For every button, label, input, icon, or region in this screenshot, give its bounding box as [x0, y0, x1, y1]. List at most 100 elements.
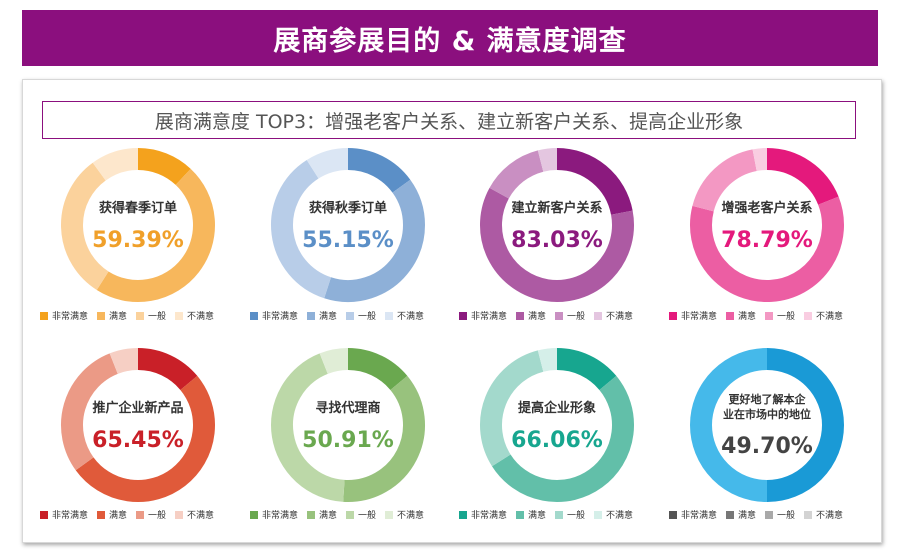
ring-title: 提高企业形象: [518, 400, 596, 416]
legend-swatch: [385, 510, 394, 519]
legend-label: 一般: [358, 312, 377, 322]
donut-segment-4: [752, 148, 768, 172]
donut-segment-3: [61, 353, 119, 471]
legend-swatch: [346, 510, 355, 519]
legend-item: 不满意: [385, 508, 424, 521]
legend-item: 一般: [555, 508, 585, 521]
legend-swatch: [307, 510, 316, 519]
legend-item: 非常满意: [40, 309, 88, 322]
donut-segment-3: [692, 149, 758, 212]
donut-segment-2: [343, 375, 425, 502]
legend-2: 非常满意 满意 一般 不满意: [250, 309, 424, 322]
legend-label: 满意: [109, 511, 128, 521]
donut-segment-1: [347, 348, 408, 391]
legend-swatch: [555, 311, 564, 320]
legend-7: 非常满意 满意 一般 不满意: [459, 508, 633, 521]
legend-item: 非常满意: [250, 508, 298, 521]
legend-item: 不满意: [594, 508, 633, 521]
legend-label: 非常满意: [681, 511, 718, 521]
ring-value: 83.03%: [511, 228, 603, 253]
legend-item: 不满意: [385, 309, 424, 322]
legend-label: 满意: [738, 312, 757, 322]
legend-item: 非常满意: [459, 309, 507, 322]
donut-segment-4: [306, 148, 349, 179]
legend-label: 一般: [148, 312, 167, 322]
ring-value: 49.70%: [721, 434, 813, 459]
legend-label: 满意: [319, 511, 338, 521]
legend-label: 不满意: [816, 511, 844, 521]
ring-title: 业在市场中的地位: [723, 407, 811, 421]
legend-label: 一般: [567, 511, 586, 521]
legend-label: 不满意: [606, 312, 634, 322]
legend-item: 满意: [307, 508, 337, 521]
legend-label: 不满意: [816, 312, 844, 322]
legend-5: 非常满意 满意 一般 不满意: [40, 508, 214, 521]
legend-item: 满意: [726, 508, 756, 521]
legend-swatch: [804, 311, 813, 320]
legend-swatch: [516, 510, 525, 519]
legend-item: 满意: [97, 309, 127, 322]
legend-swatch: [669, 510, 677, 519]
legend-label: 非常满意: [471, 312, 508, 322]
legend-item: 一般: [765, 309, 795, 322]
legend-4: 非常满意 满意 一般 不满意: [669, 309, 843, 322]
legend-label: 满意: [319, 312, 338, 322]
legend-swatch: [97, 510, 106, 519]
legend-item: 满意: [516, 309, 546, 322]
legend-item: 非常满意: [40, 508, 88, 521]
legend-swatch: [726, 311, 735, 320]
ring-value: 78.79%: [721, 228, 813, 253]
donut-segment-3: [271, 159, 332, 299]
legend-swatch: [765, 311, 774, 320]
legend-swatch: [555, 510, 564, 519]
legend-swatch: [346, 311, 355, 320]
legend-label: 一般: [777, 511, 796, 521]
legend-label: 非常满意: [681, 312, 718, 322]
legend-label: 不满意: [397, 312, 425, 322]
legend-swatch: [516, 311, 525, 320]
page-title: 展商参展目的 & 满意度调查: [22, 10, 878, 66]
legend-label: 满意: [528, 511, 547, 521]
subtitle-box: 展商满意度 TOP3：增强老客户关系、建立新客户关系、提高企业形象: [42, 101, 856, 139]
legend-item: 不满意: [594, 309, 633, 322]
donut-segment-3: [61, 162, 109, 291]
legend-item: 不满意: [175, 508, 214, 521]
legend-swatch: [136, 510, 145, 519]
legend-label: 非常满意: [52, 312, 89, 322]
donut-chart-6: 寻找代理商 50.91%: [271, 348, 425, 502]
legend-item: 满意: [516, 508, 546, 521]
legend-swatch: [726, 510, 735, 519]
legend-item: 非常满意: [669, 508, 717, 521]
donut-chart-2: 获得秋季订单 55.15%: [271, 148, 425, 302]
legend-swatch: [250, 510, 258, 519]
donut-segment-2: [690, 196, 844, 302]
legend-swatch: [765, 510, 774, 519]
legend-label: 一般: [358, 511, 377, 521]
donut-segment-4: [92, 148, 139, 181]
legend-item: 非常满意: [250, 309, 298, 322]
donut-chart-1: 获得春季订单 59.39%: [61, 148, 215, 302]
donut-segment-3: [489, 150, 544, 199]
legend-swatch: [175, 311, 184, 320]
donut-segment-2: [96, 168, 215, 302]
legend-swatch: [250, 311, 258, 320]
legend-item: 一般: [346, 508, 376, 521]
legend-label: 不满意: [187, 312, 215, 322]
legend-label: 满意: [528, 312, 547, 322]
legend-label: 满意: [738, 511, 757, 521]
legend-swatch: [307, 311, 316, 320]
legend-swatch: [669, 311, 677, 320]
legend-swatch: [97, 311, 106, 320]
ring-title: 建立新客户关系: [511, 200, 602, 216]
legend-label: 不满意: [606, 511, 634, 521]
ring-title: 推广企业新产品: [92, 400, 183, 416]
donut-chart-5: 推广企业新产品 65.45%: [61, 348, 215, 502]
ring-value: 55.15%: [302, 228, 394, 253]
donut-segment-2: [324, 179, 425, 302]
donut-segment-1: [766, 148, 839, 206]
legend-item: 一般: [136, 508, 166, 521]
legend-item: 一般: [136, 309, 166, 322]
donut-segment-1: [556, 148, 633, 216]
legend-swatch: [594, 311, 603, 320]
